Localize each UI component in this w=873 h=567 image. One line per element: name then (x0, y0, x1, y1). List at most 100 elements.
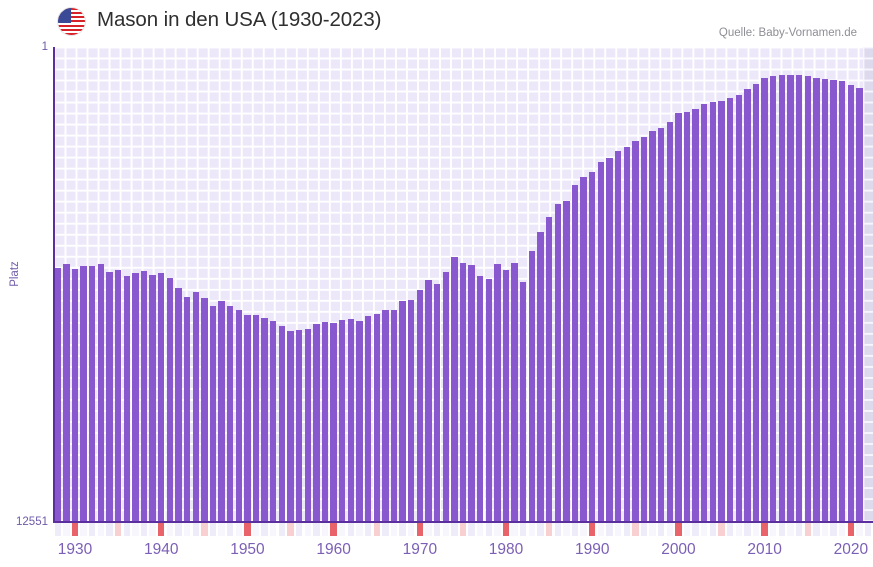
x-axis-tick-marker (649, 523, 656, 536)
x-axis-tick-marker (227, 523, 234, 536)
bar (718, 100, 725, 521)
bar (563, 200, 570, 521)
x-axis-tick-marker (218, 523, 225, 536)
bar (364, 315, 372, 521)
x-axis-tick-marker (390, 523, 398, 536)
bar (89, 266, 96, 521)
x-axis-tick-marker (735, 523, 742, 536)
x-axis-tick-marker (804, 523, 811, 536)
page-title: Mason in den USA (1930-2023) (97, 8, 382, 31)
x-axis-tick-marker (209, 523, 217, 536)
bar (623, 147, 630, 521)
bar (520, 281, 527, 521)
bar (545, 217, 553, 521)
bar (761, 78, 768, 521)
x-axis-tick-marker (114, 523, 122, 536)
x-axis-tick-marker (235, 523, 242, 536)
bar (778, 74, 786, 521)
x-axis-tick-marker (416, 523, 424, 536)
bar (80, 266, 87, 521)
bar (640, 136, 648, 521)
x-axis-tick-marker (313, 523, 320, 536)
x-axis-tick-label: 2020 (833, 541, 869, 558)
x-axis-tick-marker (813, 523, 820, 536)
bar (658, 128, 665, 521)
bar (571, 184, 579, 521)
x-axis-tick-marker (537, 523, 544, 536)
flag-stripes (58, 8, 85, 35)
bar (692, 109, 699, 521)
bar (149, 275, 156, 521)
x-axis-tick-marker (252, 523, 260, 536)
x-axis-tick-marker (692, 523, 699, 536)
bar (313, 323, 320, 521)
x-axis-tick-label: 1980 (488, 541, 524, 558)
bar (227, 306, 234, 521)
bar (468, 265, 475, 521)
x-axis-tick-marker (563, 523, 570, 536)
x-axis-tick-band (54, 523, 873, 536)
bar (278, 326, 286, 521)
bar (744, 88, 751, 521)
x-axis-tick-marker (545, 523, 553, 536)
x-axis-tick-marker (623, 523, 630, 536)
bar (606, 157, 613, 521)
bar (442, 271, 449, 521)
bar (295, 330, 303, 521)
x-axis-tick-marker (839, 523, 846, 536)
x-axis-tick-marker (166, 523, 174, 536)
bar (356, 320, 363, 521)
x-axis-tick-marker (244, 523, 251, 536)
x-axis-tick-marker (71, 523, 79, 536)
bar (589, 172, 596, 521)
bar (476, 275, 484, 521)
x-axis-tick-marker (744, 523, 751, 536)
x-axis-tick-marker (683, 523, 691, 536)
bar (425, 279, 432, 521)
bar (847, 85, 855, 521)
chart-source-label: Quelle: Baby-Vornamen.de (718, 27, 857, 39)
bar (830, 79, 837, 521)
bar (433, 283, 441, 521)
x-axis-tick-marker (304, 523, 311, 536)
x-axis-tick-marker (589, 523, 596, 536)
x-axis-tick-marker (295, 523, 303, 536)
x-axis-tick-marker (675, 523, 682, 536)
bar (71, 269, 79, 521)
x-axis-tick-label: 1960 (316, 541, 351, 558)
x-axis-tick-marker (183, 523, 191, 536)
x-axis-tick-marker (408, 523, 415, 536)
bar (580, 177, 587, 521)
x-axis-tick-marker (123, 523, 130, 536)
x-axis-tick-marker (347, 523, 355, 536)
x-axis-tick-marker (709, 523, 717, 536)
x-axis-tick-marker (399, 523, 406, 536)
bar (158, 273, 165, 521)
x-axis-tick-marker (356, 523, 363, 536)
bar (459, 263, 467, 521)
x-axis-tick-marker (382, 523, 389, 536)
x-axis-tick-marker (787, 523, 794, 536)
bar (666, 121, 673, 521)
chart-header: Mason in den USA (1930-2023) Quelle: Bab… (0, 0, 873, 44)
bar (390, 309, 398, 521)
x-axis-tick-marker (597, 523, 605, 536)
x-axis-tick-marker (425, 523, 432, 536)
x-axis-tick-label: 1950 (230, 541, 265, 558)
bar (485, 278, 492, 521)
x-axis-tick-marker (476, 523, 484, 536)
bar (347, 318, 355, 521)
x-axis-tick-marker (287, 523, 294, 536)
x-axis-tick-marker (658, 523, 665, 536)
x-axis-tick-marker (97, 523, 105, 536)
bar (770, 75, 777, 521)
x-axis-tick-marker (606, 523, 613, 536)
x-axis-tick-marker (528, 523, 536, 536)
bar (726, 98, 734, 521)
x-axis-tick-marker (666, 523, 673, 536)
x-axis-tick-marker (520, 523, 527, 536)
no-data-region (862, 47, 873, 521)
bar (795, 75, 803, 521)
us-flag-circle-icon (58, 8, 85, 35)
bar (597, 162, 605, 521)
